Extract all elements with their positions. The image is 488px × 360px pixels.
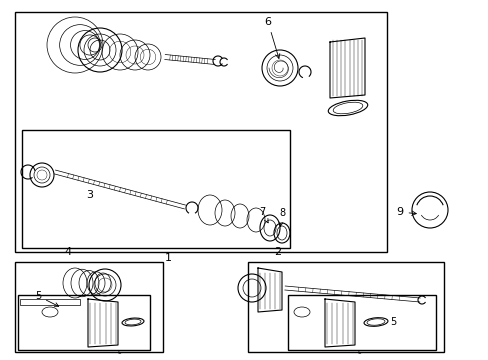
- Text: 9: 9: [396, 207, 415, 217]
- Text: 1: 1: [164, 253, 171, 263]
- Bar: [247, 262, 443, 352]
- Bar: [15, 262, 163, 352]
- Text: 4: 4: [64, 247, 71, 257]
- Bar: [18, 295, 150, 350]
- Text: c: c: [118, 349, 122, 355]
- Bar: [20, 299, 80, 305]
- Text: 5: 5: [389, 317, 395, 327]
- Bar: [287, 295, 435, 350]
- Text: 5: 5: [35, 291, 59, 306]
- Text: c: c: [357, 349, 361, 355]
- Text: 6: 6: [264, 17, 279, 58]
- Text: 2: 2: [274, 247, 281, 257]
- Bar: [22, 130, 289, 248]
- Text: 7: 7: [258, 207, 267, 223]
- Text: 3: 3: [86, 190, 93, 200]
- Bar: [15, 12, 386, 252]
- Text: 8: 8: [278, 208, 285, 226]
